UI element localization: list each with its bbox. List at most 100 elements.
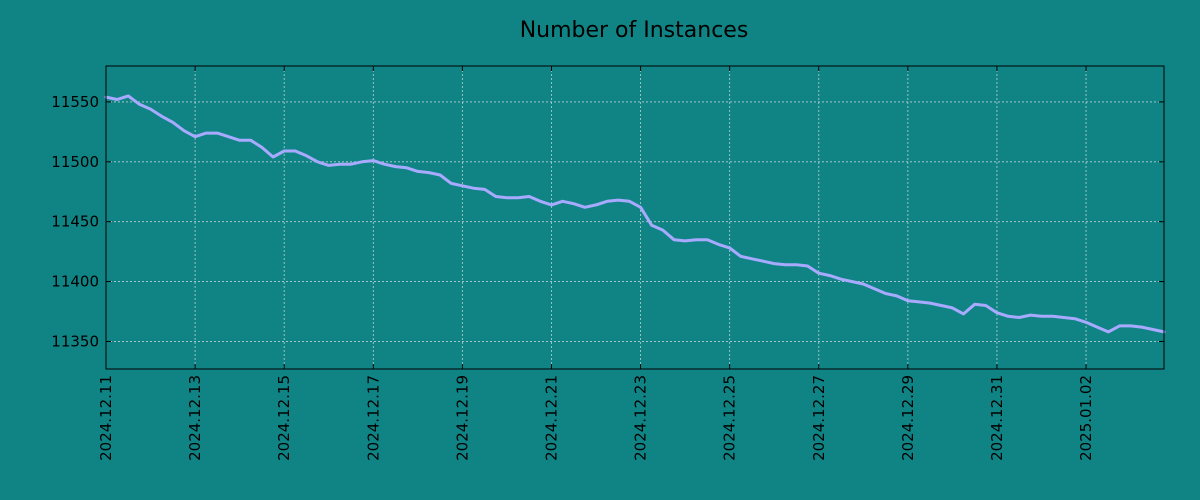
data-point bbox=[650, 224, 653, 227]
data-point bbox=[928, 301, 932, 305]
data-point bbox=[583, 206, 587, 209]
data-point bbox=[416, 170, 419, 173]
data-point bbox=[227, 135, 230, 138]
x-tick-label: 2025.01.02 bbox=[1077, 375, 1095, 461]
y-tick-label: 11500 bbox=[51, 153, 99, 171]
data-point bbox=[661, 228, 664, 232]
data-point bbox=[873, 287, 876, 290]
data-point bbox=[995, 311, 999, 314]
data-point bbox=[372, 159, 375, 162]
data-point bbox=[706, 238, 709, 241]
y-tick-label: 11400 bbox=[51, 273, 99, 291]
data-point bbox=[761, 260, 765, 263]
x-tick-label: 2024.12.13 bbox=[186, 375, 204, 461]
data-point bbox=[528, 195, 531, 198]
x-tick-label: 2024.12.25 bbox=[721, 375, 739, 461]
data-point bbox=[773, 262, 776, 265]
data-point bbox=[327, 164, 330, 167]
data-point bbox=[294, 149, 297, 153]
data-point bbox=[1062, 316, 1066, 319]
data-point bbox=[728, 246, 731, 250]
data-point bbox=[828, 274, 832, 277]
data-point bbox=[1084, 321, 1088, 324]
x-tick-label: 2024.12.15 bbox=[275, 375, 293, 461]
x-tick-label: 2024.12.27 bbox=[810, 375, 828, 461]
data-point bbox=[149, 107, 152, 111]
data-point bbox=[884, 292, 887, 295]
data-point bbox=[472, 187, 475, 190]
data-point bbox=[271, 155, 275, 159]
data-point bbox=[984, 304, 987, 307]
data-point bbox=[127, 94, 130, 98]
data-point bbox=[672, 238, 676, 241]
data-point bbox=[1073, 317, 1077, 320]
data-point bbox=[205, 131, 208, 135]
data-point bbox=[639, 206, 642, 209]
data-point bbox=[784, 263, 787, 266]
data-point bbox=[216, 131, 219, 135]
data-point bbox=[160, 115, 163, 118]
data-point bbox=[806, 264, 809, 268]
data-point bbox=[817, 272, 820, 275]
data-point bbox=[494, 195, 497, 198]
data-point bbox=[1040, 315, 1043, 318]
data-point bbox=[739, 255, 742, 258]
data-point bbox=[539, 200, 542, 203]
x-tick-label: 2024.12.31 bbox=[988, 375, 1006, 461]
data-point bbox=[839, 278, 843, 281]
x-tick-label: 2024.12.11 bbox=[97, 375, 115, 461]
axes: 11350 11400 11450 11500 11550 2024.12.11 2024.… bbox=[51, 66, 1164, 461]
data-point bbox=[617, 198, 620, 202]
data-point bbox=[383, 163, 386, 166]
data-point bbox=[394, 165, 397, 168]
data-point bbox=[438, 173, 442, 177]
data-point bbox=[683, 239, 687, 243]
data-point bbox=[360, 160, 364, 163]
data-point bbox=[1151, 328, 1155, 331]
x-tick-label: 2024.12.23 bbox=[632, 375, 650, 461]
data-point bbox=[628, 200, 631, 203]
data-point bbox=[249, 139, 252, 142]
chart-title: Number of Instances bbox=[520, 18, 749, 43]
data-point bbox=[461, 184, 464, 187]
data-point bbox=[283, 149, 286, 153]
data-point bbox=[906, 299, 910, 302]
data-point bbox=[1051, 315, 1054, 318]
data-point bbox=[193, 135, 197, 138]
data-point bbox=[862, 282, 865, 286]
data-point bbox=[338, 163, 342, 166]
data-point bbox=[1140, 325, 1143, 329]
y-tick-label: 11350 bbox=[51, 332, 99, 350]
data-point bbox=[115, 98, 119, 101]
data-point bbox=[405, 166, 408, 169]
data-point bbox=[951, 306, 954, 310]
data-point bbox=[260, 146, 264, 149]
data-point bbox=[138, 103, 141, 106]
data-point bbox=[238, 139, 241, 142]
y-tick-label: 11450 bbox=[51, 213, 99, 231]
data-point bbox=[695, 238, 698, 241]
data-point bbox=[594, 203, 598, 207]
data-point bbox=[940, 304, 943, 307]
data-point bbox=[505, 196, 509, 199]
data-point bbox=[182, 129, 186, 132]
x-tick-label: 2024.12.21 bbox=[542, 375, 560, 461]
data-point bbox=[572, 202, 575, 205]
data-point bbox=[349, 163, 353, 166]
data-point bbox=[550, 203, 553, 207]
data-point bbox=[450, 182, 453, 185]
data-point bbox=[1096, 325, 1099, 329]
data-point bbox=[750, 257, 754, 260]
x-tick-label: 2024.12.19 bbox=[453, 375, 471, 461]
data-point bbox=[1107, 330, 1110, 334]
data-point bbox=[795, 263, 798, 266]
data-point bbox=[962, 312, 965, 316]
grid-lines bbox=[105, 66, 1164, 369]
data-point bbox=[316, 160, 319, 163]
data-point bbox=[717, 243, 720, 246]
data-point bbox=[516, 196, 520, 199]
data-point bbox=[1118, 324, 1121, 328]
data-point bbox=[917, 300, 921, 304]
y-tick-label: 11550 bbox=[51, 93, 99, 111]
